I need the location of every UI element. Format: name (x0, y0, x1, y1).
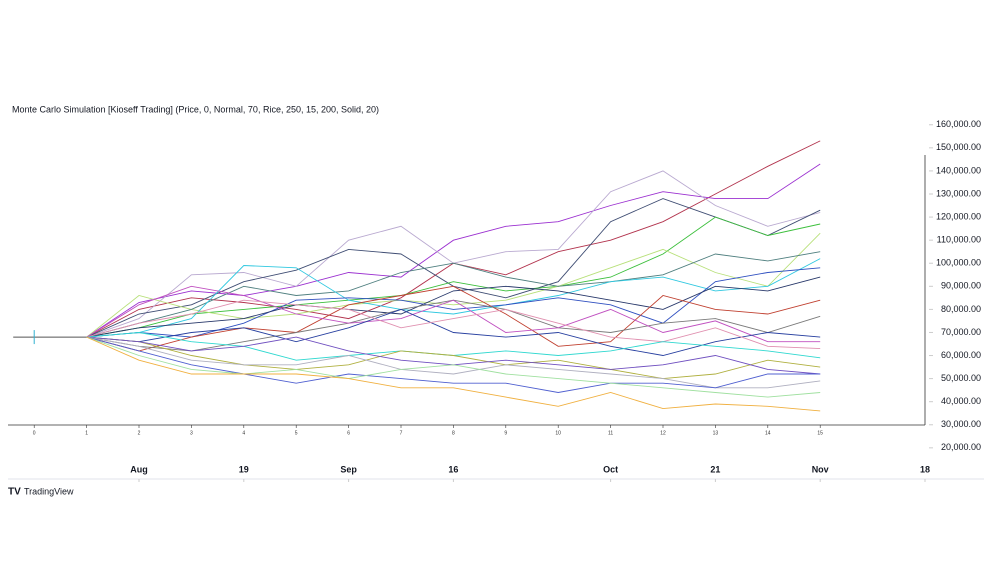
time-tick-label: 19 (239, 464, 249, 474)
series-line (86, 336, 821, 389)
x-tick-label: 2 (138, 430, 141, 436)
y-tick-label: 70,000.00 (941, 327, 981, 337)
x-tick-label: 1 (85, 430, 88, 436)
series-line (86, 285, 821, 352)
x-tick-label: 7 (400, 430, 403, 436)
time-tick-label: Sep (340, 464, 357, 474)
y-tick-label: 130,000.00 (936, 188, 981, 198)
y-tick-label: 160,000.00 (936, 119, 981, 129)
x-tick-label: 9 (504, 430, 507, 436)
time-tick-label: Oct (603, 464, 618, 474)
time-tick-label: Aug (130, 464, 148, 474)
y-tick-label: 140,000.00 (936, 165, 981, 175)
logo-mark: TV (8, 487, 21, 498)
y-tick-label: 20,000.00 (941, 442, 981, 452)
series-line (86, 308, 821, 356)
series-line (86, 336, 821, 393)
y-tick-label: 80,000.00 (941, 304, 981, 314)
x-tick-label: 10 (555, 430, 561, 436)
y-tick-label: 50,000.00 (941, 373, 981, 383)
x-tick-label: 3 (190, 430, 193, 436)
series-line (86, 276, 821, 338)
series-line (86, 336, 821, 398)
x-tick-label: 15 (817, 430, 823, 436)
time-tick-label: 21 (710, 464, 720, 474)
series-line (86, 251, 821, 338)
y-tick-label: 100,000.00 (936, 258, 981, 268)
series-line (86, 267, 821, 338)
x-tick-label: 13 (713, 430, 719, 436)
series-line (86, 336, 821, 380)
series-line (86, 285, 821, 343)
y-tick-label: 90,000.00 (941, 281, 981, 291)
x-tick-label: 8 (452, 430, 455, 436)
series-line (86, 299, 821, 350)
x-tick-label: 6 (347, 430, 350, 436)
y-tick-label: 110,000.00 (937, 235, 981, 245)
x-tick-label: 14 (765, 430, 771, 436)
x-tick-label: 12 (660, 430, 666, 436)
series-line (86, 163, 821, 338)
x-tick-label: 11 (608, 430, 613, 436)
y-tick-label: 150,000.00 (936, 142, 981, 152)
y-tick-label: 40,000.00 (941, 396, 981, 406)
x-tick-label: 5 (295, 430, 298, 436)
y-tick-label: 120,000.00 (936, 211, 981, 221)
footer: TradingView (24, 486, 74, 496)
time-tick-label: 18 (920, 464, 930, 474)
x-tick-label: 4 (242, 430, 245, 436)
pane (8, 104, 984, 479)
y-tick-label: 60,000.00 (941, 350, 981, 360)
logo: TV (8, 487, 21, 498)
y-tick-label: 30,000.00 (941, 419, 981, 429)
x-tick-label: 0 (33, 430, 36, 436)
chart-title: Monte Carlo Simulation [Kioseff Trading]… (12, 104, 379, 114)
time-tick-label: 16 (448, 464, 458, 474)
series-line (86, 232, 821, 338)
time-tick-label: Nov (812, 464, 829, 474)
series-line (86, 336, 821, 412)
series-line (86, 258, 821, 338)
